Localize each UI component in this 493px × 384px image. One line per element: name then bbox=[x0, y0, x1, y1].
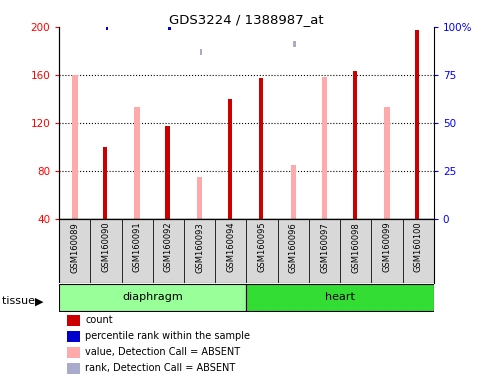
Bar bbox=[200, 49, 202, 55]
Text: GSM160099: GSM160099 bbox=[383, 222, 391, 273]
Text: heart: heart bbox=[325, 293, 355, 303]
Bar bbox=[67, 331, 80, 342]
Bar bbox=[166, 126, 170, 218]
Bar bbox=[135, 107, 140, 218]
FancyBboxPatch shape bbox=[371, 218, 403, 283]
Bar bbox=[169, 24, 171, 30]
Text: GSM160098: GSM160098 bbox=[352, 222, 360, 273]
Text: percentile rank within the sample: percentile rank within the sample bbox=[85, 331, 250, 341]
Text: GSM160092: GSM160092 bbox=[164, 222, 173, 273]
Text: value, Detection Call = ABSENT: value, Detection Call = ABSENT bbox=[85, 348, 241, 358]
Bar bbox=[293, 41, 296, 47]
FancyBboxPatch shape bbox=[403, 218, 434, 283]
Bar bbox=[387, 1, 389, 7]
FancyBboxPatch shape bbox=[153, 218, 184, 283]
Bar bbox=[67, 314, 80, 326]
Text: GSM160096: GSM160096 bbox=[289, 222, 298, 273]
Bar bbox=[322, 77, 327, 218]
Bar bbox=[197, 177, 203, 218]
Bar bbox=[387, 0, 389, 1]
Text: GSM160097: GSM160097 bbox=[320, 222, 329, 273]
Text: GSM160100: GSM160100 bbox=[414, 222, 423, 273]
Bar bbox=[228, 99, 232, 218]
Bar bbox=[384, 107, 390, 218]
Bar bbox=[72, 75, 77, 218]
Text: GSM160095: GSM160095 bbox=[258, 222, 267, 273]
Bar bbox=[59, 284, 246, 311]
FancyBboxPatch shape bbox=[309, 218, 340, 283]
Text: count: count bbox=[85, 315, 113, 325]
Bar bbox=[415, 30, 420, 218]
Bar bbox=[67, 347, 80, 358]
Bar bbox=[290, 165, 296, 218]
Bar bbox=[137, 0, 140, 5]
Text: tissue: tissue bbox=[2, 296, 39, 306]
FancyBboxPatch shape bbox=[246, 218, 278, 283]
Bar bbox=[259, 78, 263, 218]
Bar bbox=[353, 71, 357, 218]
FancyBboxPatch shape bbox=[90, 218, 122, 283]
FancyBboxPatch shape bbox=[122, 218, 153, 283]
Text: diaphragm: diaphragm bbox=[122, 293, 183, 303]
Title: GDS3224 / 1388987_at: GDS3224 / 1388987_at bbox=[169, 13, 324, 26]
Text: GSM160093: GSM160093 bbox=[195, 222, 204, 273]
Bar bbox=[246, 284, 434, 311]
FancyBboxPatch shape bbox=[184, 218, 215, 283]
Text: GSM160094: GSM160094 bbox=[226, 222, 235, 273]
FancyBboxPatch shape bbox=[340, 218, 371, 283]
Text: ▶: ▶ bbox=[35, 296, 43, 306]
FancyBboxPatch shape bbox=[215, 218, 246, 283]
FancyBboxPatch shape bbox=[59, 218, 90, 283]
Bar bbox=[106, 24, 108, 30]
Text: GSM160091: GSM160091 bbox=[133, 222, 141, 273]
Text: GSM160090: GSM160090 bbox=[102, 222, 110, 273]
Bar bbox=[231, 0, 233, 1]
Text: rank, Detection Call = ABSENT: rank, Detection Call = ABSENT bbox=[85, 363, 236, 373]
Bar bbox=[103, 147, 107, 218]
Text: GSM160089: GSM160089 bbox=[70, 222, 79, 273]
Bar bbox=[262, 0, 265, 1]
Bar bbox=[67, 362, 80, 374]
FancyBboxPatch shape bbox=[278, 218, 309, 283]
